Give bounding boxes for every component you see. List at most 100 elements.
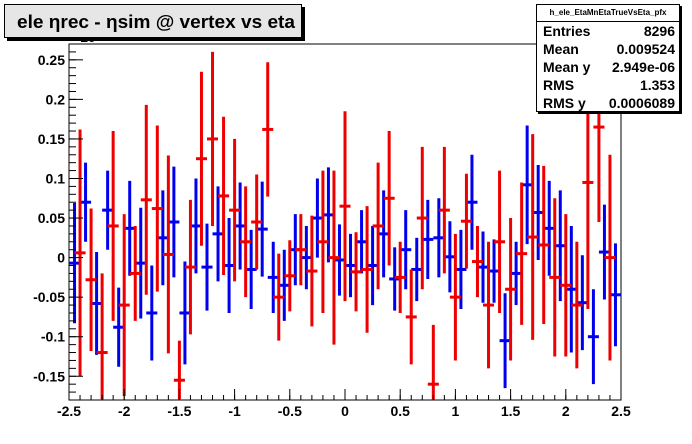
x-tick-label: 1.5 xyxy=(501,403,521,419)
data-point xyxy=(350,232,362,312)
x-tick-label: -1 xyxy=(228,403,241,419)
data-point xyxy=(168,166,180,278)
x-tick-label: 0.5 xyxy=(390,403,410,419)
stat-value: 2.949e-06 xyxy=(611,59,675,75)
data-point xyxy=(444,221,456,293)
y-tick-label: 0.15 xyxy=(38,131,65,147)
data-point xyxy=(543,180,555,276)
stat-value: 8296 xyxy=(643,23,675,39)
stat-label: Mean y xyxy=(543,59,591,75)
stat-label: RMS xyxy=(543,77,575,93)
data-point xyxy=(256,181,268,277)
data-point xyxy=(549,198,561,357)
data-point xyxy=(322,167,334,263)
data-point xyxy=(604,154,616,361)
y-tick-label: -0.05 xyxy=(33,289,65,305)
data-point xyxy=(284,240,296,312)
data-point xyxy=(240,186,252,298)
x-tick-label: -2.5 xyxy=(57,403,81,419)
data-point xyxy=(295,214,307,286)
data-point xyxy=(223,218,235,313)
data-point xyxy=(356,210,368,274)
data-point xyxy=(306,215,318,327)
data-point xyxy=(554,190,566,302)
data-point xyxy=(565,225,577,353)
x-tick-label: 2 xyxy=(562,403,570,419)
data-point xyxy=(96,273,108,400)
stats-box: h_ele_EtaMnEtaTrueVsEta_pfx Entries 8296… xyxy=(536,4,680,112)
data-point xyxy=(466,154,478,250)
data-point xyxy=(571,241,583,369)
data-point xyxy=(157,190,169,286)
data-point xyxy=(516,182,528,325)
stat-row-rms-y: RMS y 0.0006089 xyxy=(537,94,679,112)
data-point xyxy=(328,170,340,345)
stat-row-mean-y: Mean y 2.949e-06 xyxy=(537,58,679,76)
x-tick-label: -1.5 xyxy=(167,403,191,419)
data-point xyxy=(576,255,588,351)
data-point xyxy=(140,104,152,295)
data-point xyxy=(609,243,621,347)
data-point xyxy=(311,178,323,258)
data-point xyxy=(218,116,230,276)
data-point xyxy=(212,186,224,282)
data-point xyxy=(416,146,428,290)
data-point xyxy=(251,174,263,270)
data-point xyxy=(179,261,191,365)
data-point xyxy=(124,180,136,276)
y-tick-label: 0.25 xyxy=(38,52,65,68)
chart-title: ele ηrec - ηsim @ vertex vs eta xyxy=(4,4,302,38)
stat-row-rms: RMS 1.353 xyxy=(537,76,679,94)
data-point xyxy=(229,138,241,282)
data-point xyxy=(460,173,472,269)
data-point xyxy=(69,203,81,324)
data-point xyxy=(207,51,219,226)
histogram-name: h_ele_EtaMnEtaTrueVsEta_pfx xyxy=(537,5,679,22)
data-point xyxy=(300,225,312,290)
data-point xyxy=(184,199,196,335)
data-point xyxy=(262,62,274,197)
data-point xyxy=(135,207,147,319)
data-point xyxy=(317,170,329,313)
x-tick-label: 1 xyxy=(452,403,460,419)
data-point xyxy=(333,224,345,296)
data-point xyxy=(267,241,279,313)
data-point xyxy=(378,190,390,278)
stat-value: 0.0006089 xyxy=(608,95,675,111)
stat-label: RMS y xyxy=(543,95,586,111)
data-point xyxy=(411,237,423,302)
data-point xyxy=(367,225,379,306)
data-point xyxy=(505,218,517,361)
data-point xyxy=(527,134,539,340)
chart-title-text: ele ηrec - ηsim @ vertex vs eta xyxy=(17,12,296,32)
data-point xyxy=(494,170,506,313)
data-point xyxy=(146,265,158,361)
data-point xyxy=(598,204,610,300)
axes: -2.5 -2 -1.5 -1 -0.5 0 0.5 1 1.5 2 2.5 -0.15 -0.1 -0.… xyxy=(33,51,631,419)
stat-value: 1.353 xyxy=(639,77,675,93)
data-point xyxy=(372,162,384,290)
stat-label: Mean xyxy=(543,41,579,57)
data-point xyxy=(85,208,97,351)
x-tick-label: 0 xyxy=(341,403,349,419)
data-point xyxy=(499,293,511,389)
y-tick-label: -0.15 xyxy=(33,368,65,384)
data-point xyxy=(389,247,401,311)
data-point xyxy=(477,231,489,303)
data-point xyxy=(278,249,290,321)
series-1 xyxy=(69,125,621,389)
data-point xyxy=(129,225,141,321)
data-point xyxy=(361,206,373,333)
stat-label: Entries xyxy=(543,23,591,39)
data-point xyxy=(162,155,174,354)
data-point xyxy=(80,162,92,242)
x-tick-label: -2 xyxy=(118,403,131,419)
y-tick-label: 0.1 xyxy=(46,170,66,186)
y-tick-label: -0.1 xyxy=(41,329,65,345)
data-point xyxy=(422,199,434,279)
data-point xyxy=(107,131,119,321)
y-tick-label: 0.05 xyxy=(38,210,65,226)
data-point xyxy=(488,239,500,303)
x-tick-label: 2.5 xyxy=(611,403,631,419)
